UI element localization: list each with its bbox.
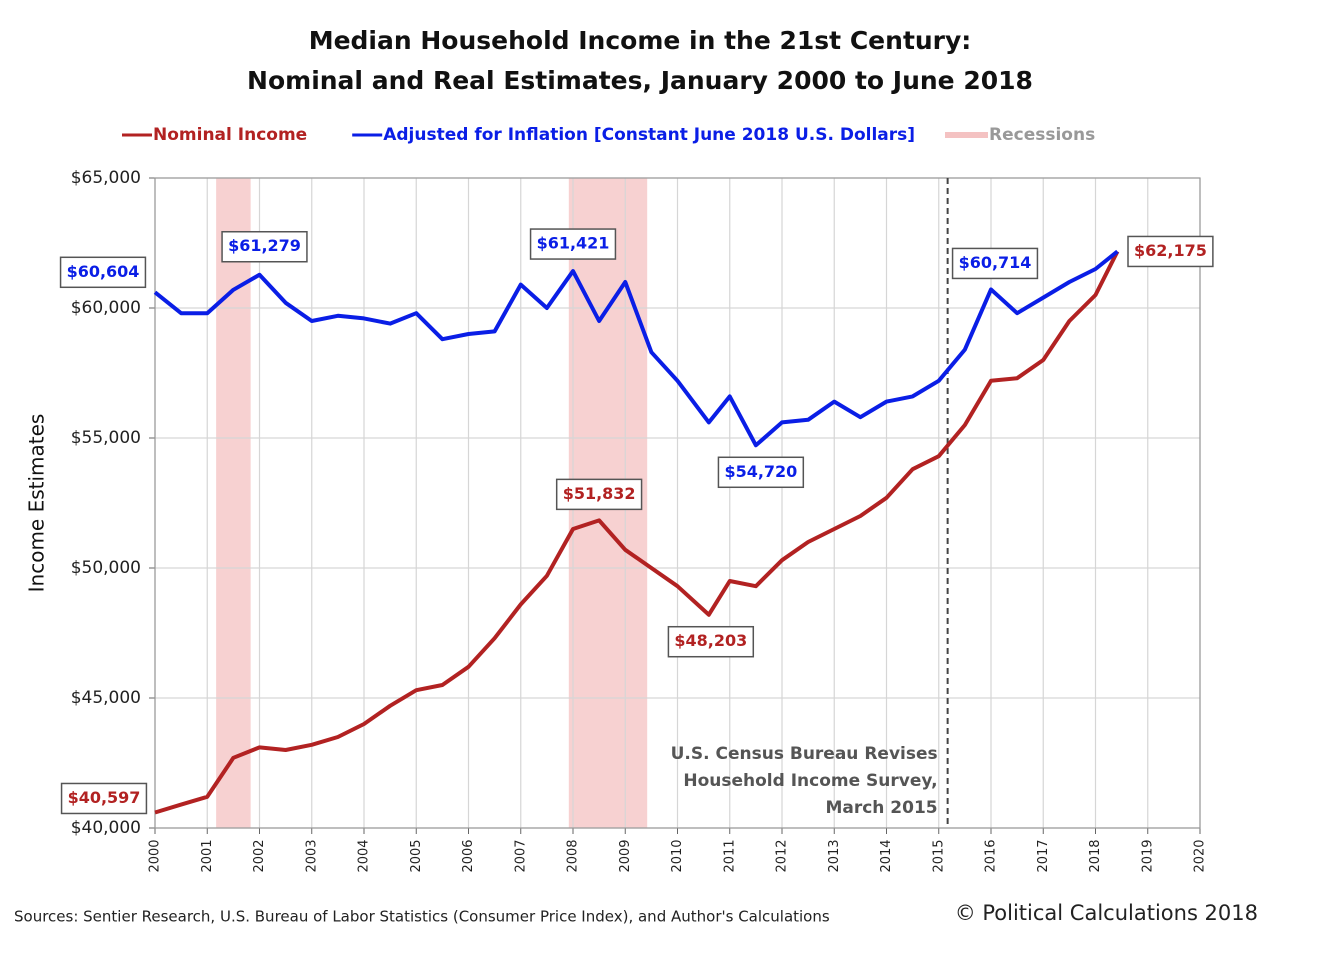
legend-label: Nominal Income bbox=[153, 125, 307, 145]
x-tick-label: 2000 bbox=[148, 839, 163, 872]
source: Sources: Sentier Research, U.S. Bureau o… bbox=[14, 908, 830, 926]
x-tick-label: 2013 bbox=[827, 839, 842, 872]
legend-label: Recessions bbox=[989, 125, 1095, 145]
callout-box bbox=[717, 456, 805, 489]
x-tick-label: 2016 bbox=[984, 839, 999, 872]
x-tick-label: 2009 bbox=[618, 839, 633, 872]
legend-label: Adjusted for Inflation [Constant June 20… bbox=[383, 125, 915, 145]
callout: $61,421 bbox=[529, 228, 617, 260]
y-tick-label: $50,000 bbox=[71, 558, 141, 578]
plot-border bbox=[154, 177, 1201, 829]
copyright: © Political Calculations 2018 bbox=[955, 901, 1258, 925]
x-tick-label: 2010 bbox=[670, 839, 685, 872]
series-line bbox=[154, 250, 1120, 815]
value-label: $48,203 bbox=[674, 631, 747, 650]
x-tick-label: 2004 bbox=[357, 839, 372, 872]
value-label: $54,720 bbox=[724, 462, 797, 481]
grid bbox=[154, 177, 1201, 829]
callout: $40,597 bbox=[60, 782, 148, 815]
callout-box bbox=[667, 625, 755, 658]
value-label: $40,597 bbox=[68, 788, 141, 807]
value-label: $60,714 bbox=[959, 253, 1032, 272]
x-tick-label: 2002 bbox=[252, 839, 267, 872]
x-tick-label: 2003 bbox=[304, 839, 319, 872]
callout-box bbox=[951, 247, 1039, 280]
callout: $48,203 bbox=[667, 625, 755, 658]
callout: $60,714 bbox=[951, 247, 1039, 280]
x-tick-label: 2001 bbox=[200, 839, 215, 872]
y-axis-label: Income Estimates bbox=[25, 414, 49, 593]
y-tick-label: $65,000 bbox=[71, 168, 141, 188]
value-label: $61,421 bbox=[537, 234, 610, 253]
y-tick-label: $45,000 bbox=[71, 688, 141, 708]
x-tick-label: 2017 bbox=[1036, 839, 1051, 872]
callout: $60,604 bbox=[59, 256, 147, 289]
callout: $62,175 bbox=[1127, 235, 1214, 268]
recession-band bbox=[216, 178, 251, 828]
callout-box bbox=[1127, 235, 1214, 268]
x-tick-label: 2011 bbox=[722, 839, 737, 872]
revision-note: U.S. Census Bureau Revises bbox=[671, 744, 938, 764]
x-tick-label: 2018 bbox=[1088, 839, 1103, 872]
callout-box bbox=[60, 782, 148, 815]
x-tick-label: 2006 bbox=[461, 839, 476, 872]
x-tick-label: 2012 bbox=[775, 839, 790, 872]
series-line bbox=[153, 249, 1119, 448]
x-tick-label: 2020 bbox=[1193, 839, 1208, 872]
x-tick-label: 2019 bbox=[1140, 839, 1155, 872]
value-label: $61,279 bbox=[228, 236, 301, 255]
chart-title: Median Household Income in the 21st Cent… bbox=[309, 26, 972, 55]
x-tick-label: 2005 bbox=[409, 839, 424, 872]
x-tick-label: 2007 bbox=[513, 839, 528, 872]
callout-box bbox=[529, 228, 617, 260]
value-label: $60,604 bbox=[67, 262, 140, 281]
revision-note: March 2015 bbox=[825, 798, 937, 818]
chart-title: Nominal and Real Estimates, January 2000… bbox=[247, 66, 1033, 95]
x-tick-label: 2015 bbox=[931, 839, 946, 872]
y-tick-label: $55,000 bbox=[71, 428, 141, 448]
y-tick-label: $60,000 bbox=[71, 298, 141, 318]
callout-box bbox=[555, 478, 643, 511]
callout-box bbox=[59, 256, 147, 289]
y-tick-label: $40,000 bbox=[71, 818, 141, 838]
callout: $51,832 bbox=[555, 478, 643, 511]
value-label: $51,832 bbox=[563, 484, 636, 503]
x-tick-label: 2014 bbox=[879, 839, 894, 872]
callout-box bbox=[221, 230, 308, 263]
callout: $61,279 bbox=[221, 230, 308, 263]
revision-note: Household Income Survey, bbox=[683, 771, 937, 791]
x-tick-label: 2008 bbox=[566, 839, 581, 872]
value-label: $62,175 bbox=[1134, 241, 1207, 260]
callout: $54,720 bbox=[717, 456, 805, 489]
